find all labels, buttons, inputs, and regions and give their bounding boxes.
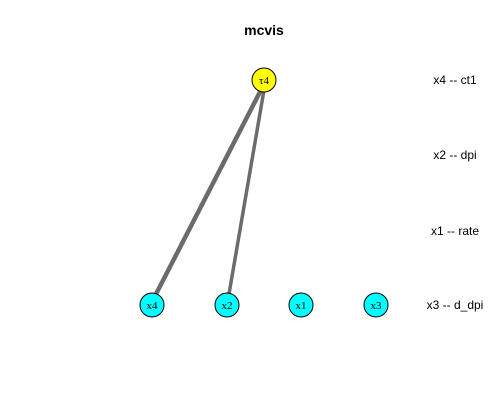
legend-item-x1: x1 -- rate (431, 224, 479, 238)
legend-item-x2: x2 -- dpi (433, 148, 476, 162)
node-x4-circle (139, 292, 165, 318)
node-x4[interactable]: x4 (139, 292, 165, 318)
node-x1-circle (288, 292, 314, 318)
node-x3[interactable]: x3 (363, 292, 389, 318)
node-tau4-circle (251, 67, 277, 93)
node-x2[interactable]: x2 (214, 292, 240, 318)
edge-tau4-x4 (152, 85, 265, 299)
node-x1[interactable]: x1 (288, 292, 314, 318)
node-tau4-label: τ4 (259, 75, 269, 87)
legend-item-x3: x3 -- d_dpi (427, 298, 484, 312)
edge-tau4-x2 (227, 88, 266, 296)
legend-item-x4: x4 -- ct1 (433, 73, 477, 87)
node-x3-label: x3 (371, 300, 383, 312)
node-x3-circle (363, 292, 389, 318)
node-x4-label: x4 (147, 300, 159, 312)
diagram-title: mcvis (244, 22, 284, 38)
node-x1-label: x1 (296, 300, 307, 312)
node-x2-circle (214, 292, 240, 318)
node-x2-label: x2 (222, 300, 233, 312)
node-tau4[interactable]: τ4 (251, 67, 277, 93)
